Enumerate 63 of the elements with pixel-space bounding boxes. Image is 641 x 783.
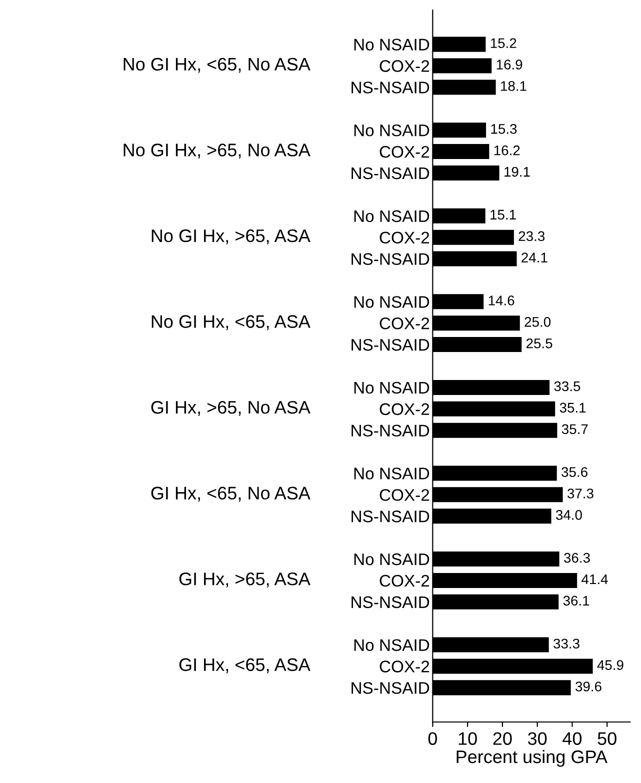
x-axis-title: Percent using GPA — [456, 750, 608, 767]
data-label: 35.7 — [562, 424, 588, 434]
y-tick-label: COX-2 — [380, 489, 430, 501]
x-tick-label: 20 — [493, 732, 512, 745]
y-tick-label: NS-NSAID — [352, 424, 430, 437]
data-label: 23.3 — [518, 231, 545, 242]
y-tick-label: COX-2 — [380, 574, 430, 587]
text: GI Hx, >65, ASA — [179, 572, 310, 588]
data-label: 24.1 — [522, 252, 548, 262]
x-tick-label: 30 — [528, 732, 547, 745]
data-label: 25.5 — [526, 338, 552, 348]
x-tick-label: 50 — [598, 732, 616, 745]
y-tick-label: NS-NSAID — [352, 682, 430, 694]
y-tick-label: No NSAID — [354, 639, 430, 651]
y-tick-label: COX-2 — [380, 318, 430, 330]
y-tick-label: COX-2 — [380, 146, 430, 158]
data-label: 35.6 — [562, 467, 588, 477]
y-tick-label: No NSAID — [354, 38, 430, 51]
x-tick-label: 40 — [562, 732, 582, 745]
y-tick-label: No NSAID — [354, 468, 430, 480]
text: No GI Hx, >65, No ASA — [124, 144, 310, 159]
y-tick-label: No NSAID — [354, 382, 430, 394]
x-tick-label: 0 — [428, 732, 437, 745]
data-label: 36.3 — [564, 552, 590, 563]
y-tick-label: COX-2 — [380, 60, 430, 72]
data-label: 34.0 — [556, 510, 582, 520]
y-tick-label: COX-2 — [380, 403, 430, 416]
data-label: 36.1 — [563, 596, 590, 606]
x-tick-label: 10 — [458, 732, 477, 745]
data-label: 33.3 — [554, 638, 580, 649]
y-tick-label: NS-NSAID — [352, 510, 430, 522]
data-label: 16.2 — [494, 145, 520, 156]
data-label: 37.3 — [567, 488, 594, 498]
data-label: 33.5 — [554, 381, 580, 392]
data-label: 15.1 — [490, 210, 516, 220]
data-label: 39.6 — [576, 682, 602, 692]
data-label: 25.0 — [524, 317, 551, 327]
data-label: 16.9 — [496, 60, 522, 70]
data-label: 19.1 — [504, 166, 530, 177]
data-label: 35.1 — [560, 402, 586, 413]
y-tick-label: NS-NSAID — [352, 596, 430, 608]
text: No GI Hx, >65, ASA — [152, 229, 310, 244]
data-label: 18.1 — [501, 81, 526, 91]
y-tick-label: No NSAID — [354, 553, 430, 566]
text: GI Hx, <65, No ASA — [151, 486, 310, 502]
y-tick-label: NS-NSAID — [352, 253, 430, 265]
data-label: 41.4 — [582, 574, 608, 584]
text: GI Hx, >65, No ASA — [151, 400, 310, 416]
y-tick-label: COX-2 — [380, 660, 430, 672]
text: No GI Hx, <65, ASA — [152, 315, 310, 330]
y-tick-label: NS-NSAID — [352, 167, 430, 180]
data-label: 45.9 — [597, 660, 624, 670]
data-label: 15.2 — [490, 38, 516, 48]
y-tick-label: No NSAID — [354, 210, 430, 222]
y-tick-label: NS-NSAID — [352, 338, 430, 351]
y-tick-label: No NSAID — [354, 124, 430, 136]
data-label: 14.6 — [488, 296, 514, 306]
text: GI Hx, <65, ASA — [179, 658, 310, 674]
y-tick-label: NS-NSAID — [352, 82, 430, 94]
y-tick-label: No NSAID — [354, 296, 430, 308]
text: No GI Hx, <65, No ASA — [124, 58, 310, 73]
y-tick-label: COX-2 — [380, 232, 430, 244]
data-label: 15.3 — [491, 124, 517, 134]
